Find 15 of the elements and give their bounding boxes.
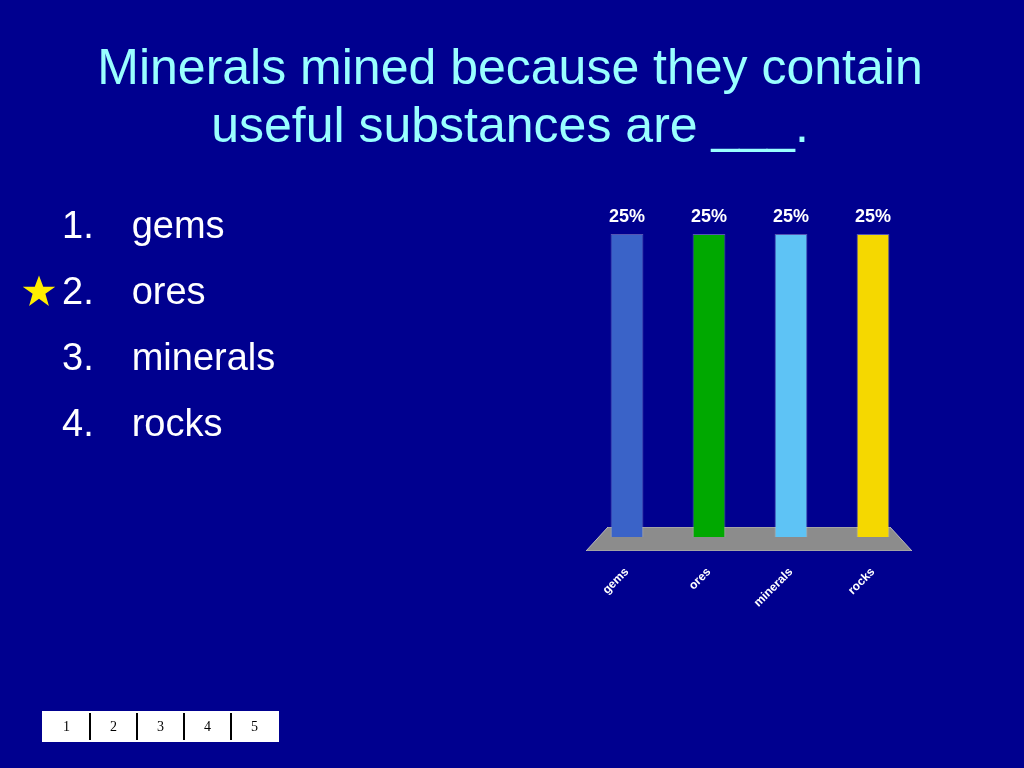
text: 4. rocks — [62, 401, 224, 446]
text: 3. minerals — [62, 335, 276, 380]
text: 5 — [230, 713, 277, 740]
text: 2. ores — [62, 269, 207, 314]
x-tick-label: ores — [685, 564, 714, 593]
data-label: 25% — [854, 205, 892, 226]
text: 3 — [136, 713, 183, 740]
data-label: 25% — [690, 205, 728, 226]
text: 2 — [89, 713, 136, 740]
chart-title: Minerals mined because they contain useful substances are ___. — [96, 38, 924, 154]
text: 1 — [62, 718, 71, 736]
data-label: 25% — [772, 205, 810, 226]
text: 4 — [183, 713, 230, 740]
text: 1. gems — [62, 203, 226, 248]
data-label: 25% — [608, 205, 646, 226]
